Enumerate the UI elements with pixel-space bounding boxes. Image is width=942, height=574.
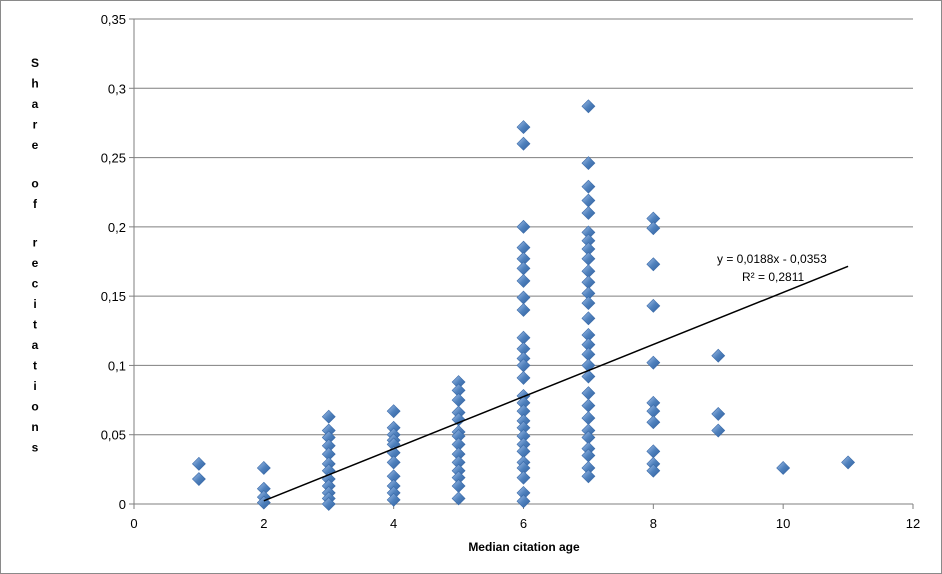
data-point bbox=[841, 455, 856, 470]
data-point bbox=[451, 479, 466, 493]
y-axis-title-letter: o bbox=[31, 177, 38, 191]
y-axis-title-letter: a bbox=[32, 97, 39, 111]
data-point bbox=[451, 393, 466, 407]
data-point bbox=[451, 491, 466, 506]
y-tick-label: 0,2 bbox=[108, 220, 126, 235]
y-axis-title-letter: f bbox=[33, 197, 38, 211]
y-axis-title-letter: r bbox=[33, 236, 38, 250]
y-axis-title-letter: r bbox=[33, 118, 38, 132]
data-point bbox=[581, 311, 596, 326]
data-point bbox=[321, 409, 336, 424]
data-point bbox=[646, 444, 661, 459]
y-tick-label: 0 bbox=[119, 497, 126, 512]
data-points bbox=[191, 99, 856, 511]
data-point bbox=[711, 423, 726, 438]
x-tick-label: 6 bbox=[520, 516, 527, 531]
data-point bbox=[581, 448, 596, 463]
data-point bbox=[516, 136, 531, 151]
y-axis-title-letter: i bbox=[33, 379, 36, 393]
data-point bbox=[516, 261, 531, 276]
y-tick-labels: 0 0,05 0,1 0,15 0,2 0,25 0,3 0,35 bbox=[101, 12, 134, 512]
y-axis-title-letter: e bbox=[32, 138, 39, 152]
data-point bbox=[516, 120, 531, 135]
data-point bbox=[516, 290, 531, 305]
data-point bbox=[516, 273, 531, 288]
y-axis-title-letter: a bbox=[32, 338, 39, 352]
data-point bbox=[581, 386, 596, 401]
x-axis-title: Median citation age bbox=[468, 540, 580, 554]
x-tick-label: 4 bbox=[390, 516, 397, 531]
x-tick-label: 8 bbox=[650, 516, 657, 531]
y-tick-label: 0,35 bbox=[101, 12, 126, 27]
y-axis-title-letter: i bbox=[33, 297, 36, 311]
data-point bbox=[386, 404, 401, 419]
data-point bbox=[386, 492, 401, 507]
trendline-r-squared: R² = 0,2811 bbox=[742, 270, 804, 284]
data-point bbox=[581, 206, 596, 220]
data-point bbox=[516, 470, 531, 485]
data-point bbox=[516, 494, 531, 509]
y-axis-title-letter: t bbox=[33, 359, 37, 373]
data-point bbox=[646, 355, 661, 370]
data-point bbox=[776, 461, 791, 475]
data-point bbox=[646, 257, 661, 272]
data-point bbox=[581, 469, 596, 484]
x-tick-label: 10 bbox=[776, 516, 790, 531]
trendline bbox=[263, 265, 849, 502]
data-point bbox=[516, 358, 531, 373]
y-axis-title-letter: t bbox=[33, 318, 37, 332]
x-tick-label: 12 bbox=[906, 516, 920, 531]
data-point bbox=[711, 407, 726, 421]
data-point bbox=[516, 219, 531, 234]
data-point bbox=[581, 99, 596, 114]
data-point bbox=[646, 221, 661, 236]
y-axis-title-letter: o bbox=[31, 400, 38, 414]
data-point bbox=[191, 472, 206, 486]
y-tick-label: 0,15 bbox=[101, 289, 126, 304]
data-point bbox=[581, 411, 596, 426]
x-tick-label: 2 bbox=[260, 516, 267, 531]
y-axis-title-letter: c bbox=[32, 277, 39, 291]
data-point bbox=[386, 455, 401, 470]
y-tick-label: 0,3 bbox=[108, 81, 126, 96]
data-point bbox=[711, 348, 726, 363]
y-axis-title-letter: S bbox=[31, 56, 39, 70]
y-tick-label: 0,25 bbox=[101, 151, 126, 166]
data-point bbox=[191, 456, 206, 471]
y-axis-title-letter: e bbox=[32, 256, 39, 270]
y-axis-title-letter: h bbox=[31, 77, 38, 91]
data-point bbox=[321, 497, 336, 511]
data-point bbox=[646, 298, 661, 313]
data-point bbox=[256, 461, 271, 475]
data-point bbox=[581, 398, 596, 413]
y-axis-title-letter: s bbox=[32, 441, 39, 455]
data-point bbox=[581, 179, 596, 194]
data-point bbox=[516, 370, 531, 385]
data-point bbox=[646, 415, 661, 430]
data-point bbox=[581, 156, 596, 171]
trendline-equation: y = 0,0188x - 0,0353 bbox=[717, 252, 827, 266]
data-point bbox=[581, 193, 596, 208]
y-tick-label: 0,1 bbox=[108, 358, 126, 373]
data-point bbox=[581, 296, 596, 310]
data-point bbox=[516, 303, 531, 317]
y-axis-title-letter: n bbox=[31, 420, 38, 434]
data-point bbox=[581, 251, 596, 266]
x-tick-label: 0 bbox=[130, 516, 137, 531]
data-point bbox=[581, 369, 596, 384]
data-point bbox=[646, 463, 661, 478]
x-tick-labels: 0 2 4 6 8 10 12 bbox=[130, 504, 920, 531]
y-tick-label: 0,05 bbox=[101, 428, 126, 443]
